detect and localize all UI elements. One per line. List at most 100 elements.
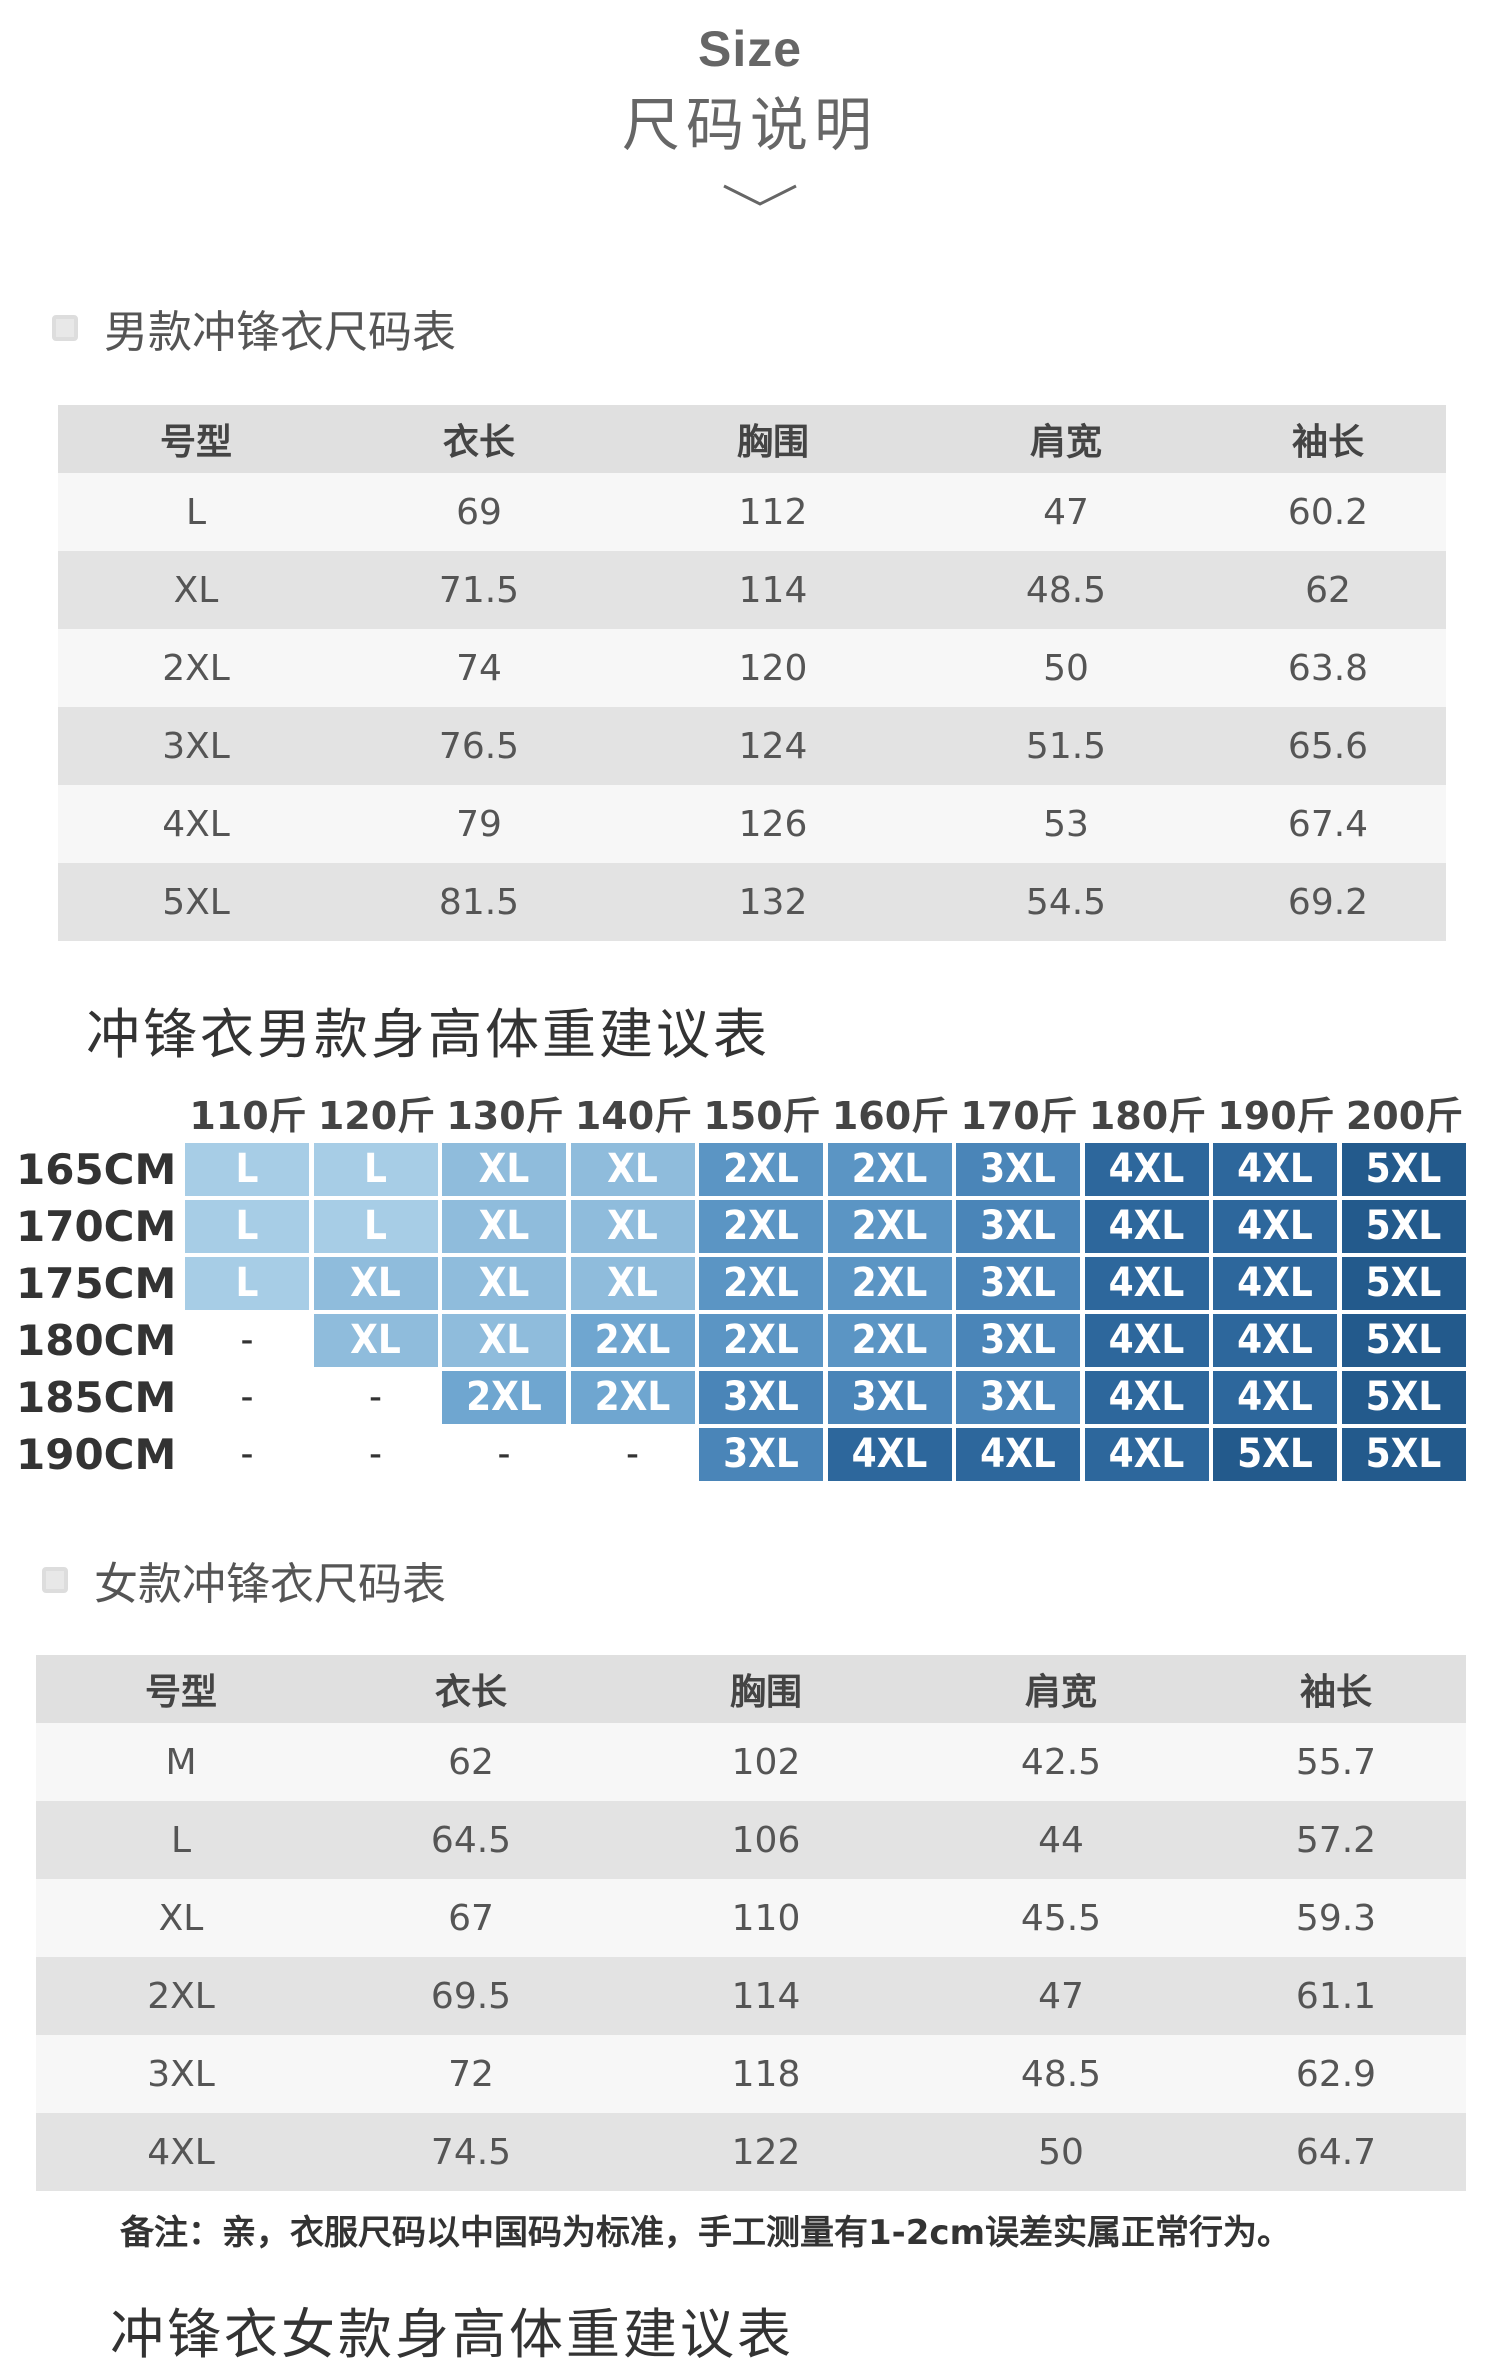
size-cell: - bbox=[240, 1431, 254, 1477]
size-cell: 4XL bbox=[1084, 1314, 1209, 1367]
size-cell: - bbox=[626, 1431, 639, 1477]
table-cell: 62.9 bbox=[1206, 2035, 1466, 2113]
table-row: 3XL 72 118 48.5 62.9 bbox=[36, 2035, 1466, 2113]
size-subheading: 尺码说明 bbox=[621, 91, 878, 159]
size-cell: 4XL bbox=[1213, 1371, 1337, 1424]
size-cell: 3XL bbox=[956, 1257, 1080, 1310]
size-cell: XL bbox=[570, 1200, 695, 1253]
table-cell: 47 bbox=[922, 473, 1210, 551]
table-cell: 64.5 bbox=[326, 1801, 616, 1879]
size-cell: 2XL bbox=[827, 1314, 952, 1367]
size-cell: - bbox=[497, 1431, 511, 1477]
table-header-row: 号型 衣长 胸围 肩宽 袖长 bbox=[36, 1655, 1466, 1723]
size-cell: XL bbox=[313, 1314, 438, 1367]
table-cell: 74 bbox=[334, 629, 624, 707]
size-cell: 4XL bbox=[1084, 1428, 1209, 1481]
women-section-title: 女款冲锋衣尺码表 bbox=[42, 1548, 446, 1612]
table-cell: 118 bbox=[616, 2035, 916, 2113]
men-section-title: 男款冲锋衣尺码表 bbox=[52, 296, 456, 360]
table-cell: 51.5 bbox=[922, 707, 1210, 785]
table-cell: 3XL bbox=[58, 707, 334, 785]
column-header: 肩宽 bbox=[922, 405, 1210, 473]
height-label: 180CM bbox=[16, 1316, 177, 1365]
women-size-table: 号型 衣长 胸围 肩宽 袖长 M 62 102 42.5 55.7 L 64.5 106 44 57.2 X… bbox=[36, 1655, 1466, 2191]
size-cell: 3XL bbox=[699, 1371, 823, 1424]
table-cell: 60.2 bbox=[1210, 473, 1446, 551]
size-note: 备注：亲，衣服尺码以中国码为标准，手工测量有1-2cm误差实属正常行为。 bbox=[120, 2213, 1292, 2253]
table-cell: 64.7 bbox=[1206, 2113, 1466, 2191]
table-row: 4XL 79 126 53 67.4 bbox=[58, 785, 1446, 863]
size-cell: L bbox=[185, 1143, 309, 1196]
column-header: 胸围 bbox=[616, 1655, 916, 1723]
size-cell: 4XL bbox=[1213, 1200, 1337, 1253]
weight-header: 170斤 bbox=[960, 1094, 1078, 1138]
weight-header: 200斤 bbox=[1345, 1094, 1464, 1138]
table-cell: M bbox=[36, 1723, 326, 1801]
size-cell: 4XL bbox=[1084, 1200, 1209, 1253]
table-cell: 2XL bbox=[36, 1957, 326, 2035]
table-cell: 110 bbox=[616, 1879, 916, 1957]
height-label: 190CM bbox=[16, 1430, 177, 1479]
size-cell: 2XL bbox=[570, 1314, 695, 1367]
square-bullet-icon bbox=[52, 315, 78, 341]
table-cell: L bbox=[58, 473, 334, 551]
size-cell: 3XL bbox=[827, 1371, 952, 1424]
table-cell: 67.4 bbox=[1210, 785, 1446, 863]
size-cell: 2XL bbox=[442, 1371, 566, 1424]
weight-header: 150斤 bbox=[703, 1094, 821, 1138]
table-cell: 112 bbox=[624, 473, 922, 551]
table-cell: 81.5 bbox=[334, 863, 624, 941]
size-cell: L bbox=[313, 1143, 438, 1196]
size-cell: 2XL bbox=[827, 1257, 952, 1310]
size-heading: Size bbox=[697, 21, 803, 77]
table-cell: 65.6 bbox=[1210, 707, 1446, 785]
weight-header: 130斤 bbox=[446, 1094, 564, 1138]
table-row: L 64.5 106 44 57.2 bbox=[36, 1801, 1466, 1879]
recommend-title: 冲锋衣男款身高体重建议表 bbox=[86, 1003, 770, 1066]
size-cell: - bbox=[240, 1317, 254, 1363]
table-cell: 122 bbox=[616, 2113, 916, 2191]
table-cell: 48.5 bbox=[916, 2035, 1206, 2113]
table-cell: 53 bbox=[922, 785, 1210, 863]
table-cell: 106 bbox=[616, 1801, 916, 1879]
table-cell: 132 bbox=[624, 863, 922, 941]
table-cell: 50 bbox=[916, 2113, 1206, 2191]
size-cell: XL bbox=[570, 1257, 695, 1310]
chevron-down-icon bbox=[723, 184, 797, 206]
size-cell: 4XL bbox=[956, 1428, 1080, 1481]
size-header: Size 尺码说明 bbox=[0, 20, 1500, 162]
weight-header: 120斤 bbox=[317, 1094, 436, 1138]
table-cell: 63.8 bbox=[1210, 629, 1446, 707]
size-cell: 3XL bbox=[956, 1143, 1080, 1196]
height-label: 165CM bbox=[16, 1145, 177, 1194]
men-size-table: 号型 衣长 胸围 肩宽 袖长 L 69 112 47 60.2 XL 71.5 114 48.5 62 2X… bbox=[58, 405, 1446, 941]
size-cell: 4XL bbox=[1084, 1257, 1209, 1310]
table-row: XL 71.5 114 48.5 62 bbox=[58, 551, 1446, 629]
women-section-label: 女款冲锋衣尺码表 bbox=[94, 1559, 446, 1610]
weight-header: 140斤 bbox=[574, 1094, 693, 1138]
square-bullet-icon bbox=[42, 1567, 68, 1593]
weight-header: 190斤 bbox=[1217, 1094, 1335, 1138]
table-cell: 3XL bbox=[36, 2035, 326, 2113]
height-label: 185CM bbox=[16, 1373, 177, 1422]
table-row: 5XL 81.5 132 54.5 69.2 bbox=[58, 863, 1446, 941]
size-cell: 4XL bbox=[1084, 1143, 1209, 1196]
table-row: M 62 102 42.5 55.7 bbox=[36, 1723, 1466, 1801]
table-row: 4XL 74.5 122 50 64.7 bbox=[36, 2113, 1466, 2191]
table-cell: 4XL bbox=[58, 785, 334, 863]
table-cell: 126 bbox=[624, 785, 922, 863]
table-cell: 54.5 bbox=[922, 863, 1210, 941]
size-cell: XL bbox=[570, 1143, 695, 1196]
size-cell: 5XL bbox=[1341, 1371, 1466, 1424]
height-label: 175CM bbox=[16, 1259, 177, 1308]
table-cell: 69.5 bbox=[326, 1957, 616, 2035]
table-cell: 71.5 bbox=[334, 551, 624, 629]
size-cell: - bbox=[240, 1374, 254, 1420]
column-header: 肩宽 bbox=[916, 1655, 1206, 1723]
size-cell: L bbox=[185, 1200, 309, 1253]
table-cell: 59.3 bbox=[1206, 1879, 1466, 1957]
table-cell: 2XL bbox=[58, 629, 334, 707]
height-label: 170CM bbox=[16, 1202, 177, 1251]
size-cell: 2XL bbox=[699, 1314, 823, 1367]
table-cell: 79 bbox=[334, 785, 624, 863]
